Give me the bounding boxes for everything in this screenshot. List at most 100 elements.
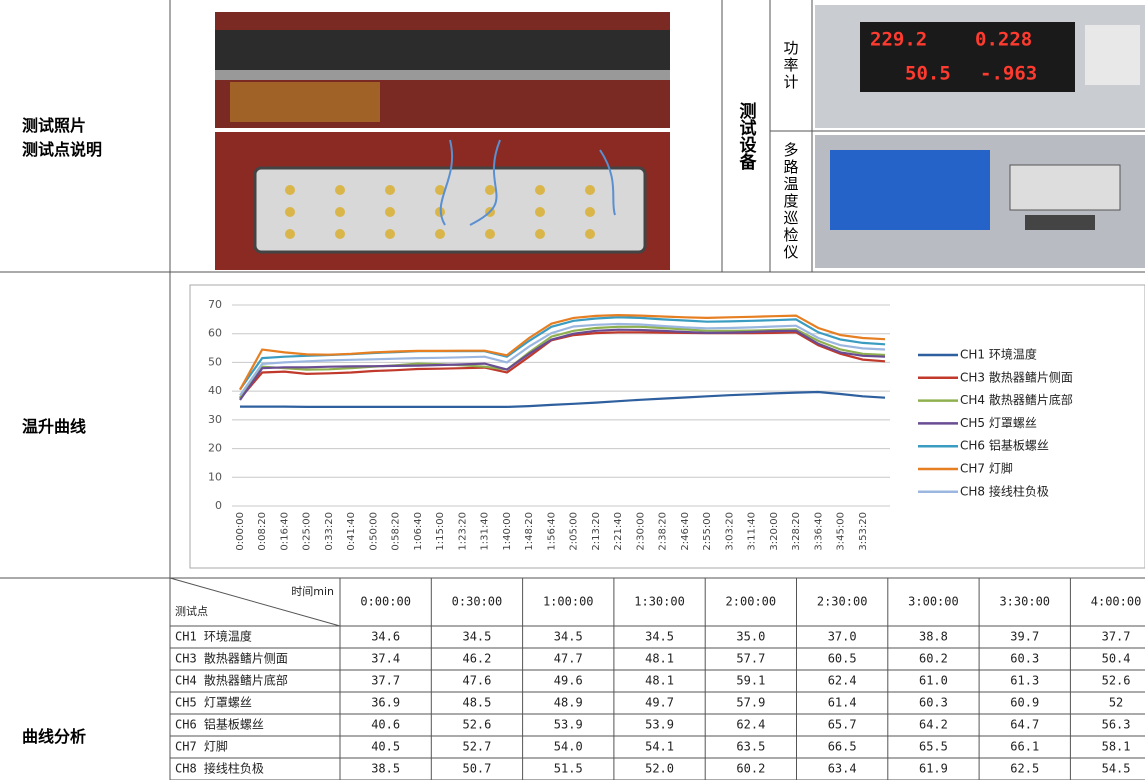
- chart-frame: [189, 284, 1145, 569]
- meter-reading: 229.2: [870, 29, 927, 51]
- x-tick-label: 1:40:00: [502, 512, 513, 551]
- cell-value: 48.1: [645, 674, 674, 688]
- row-label: CH7 灯脚: [175, 739, 228, 754]
- x-tick-label: 1:48:20: [524, 512, 535, 551]
- photo-strip: [215, 12, 670, 128]
- column-header: 1:00:00: [543, 595, 594, 609]
- x-tick-label: 2:21:40: [613, 512, 624, 551]
- column-header: 4:00:00: [1091, 595, 1142, 609]
- cell-value: 48.1: [645, 652, 674, 666]
- cell-value: 40.5: [371, 740, 400, 754]
- cell-value: 56.3: [1102, 718, 1131, 732]
- cell-value: 36.9: [371, 696, 400, 710]
- y-tick-label: 70: [208, 298, 222, 311]
- cell-value: 62.4: [736, 718, 765, 732]
- cell-value: 54.1: [645, 740, 674, 754]
- series-line: [239, 328, 886, 401]
- x-tick-label: 2:46:40: [680, 512, 691, 551]
- cell-value: 37.7: [1102, 630, 1131, 644]
- cell-value: 50.7: [462, 762, 491, 776]
- table-grid: [169, 577, 1145, 780]
- column-header: 2:00:00: [726, 595, 777, 609]
- cell-value: 57.7: [736, 652, 765, 666]
- legend-label: CH6 铝基板螺丝: [960, 438, 1049, 453]
- x-tick-label: 1:06:40: [413, 512, 424, 551]
- cell-value: 60.2: [919, 652, 948, 666]
- cell-value: 60.3: [1010, 652, 1039, 666]
- equipment-label: 测试设备: [735, 102, 756, 170]
- cell-value: 50.4: [1102, 652, 1131, 666]
- cell-value: 34.5: [462, 630, 491, 644]
- cell-value: 53.9: [554, 718, 583, 732]
- row-label: CH6 铝基板螺丝: [175, 717, 264, 732]
- label-line: 测试点说明: [22, 140, 103, 159]
- x-tick-label: 3:20:00: [769, 512, 780, 551]
- label-line: 测试照片: [22, 116, 87, 135]
- cell-value: 52.6: [1102, 674, 1131, 688]
- cell-value: 47.7: [554, 652, 583, 666]
- cell-value: 37.7: [371, 674, 400, 688]
- legend-label: CH8 接线柱负极: [960, 483, 1049, 498]
- x-tick-label: 0:16:40: [279, 512, 290, 551]
- corner-top: 时间min: [291, 585, 334, 598]
- x-tick-label: 1:23:20: [457, 512, 468, 551]
- series-line: [239, 331, 886, 400]
- cell-value: 48.5: [462, 696, 491, 710]
- column-header: 3:30:00: [999, 595, 1050, 609]
- cell-value: 64.2: [919, 718, 948, 732]
- y-tick-label: 20: [208, 442, 222, 455]
- cell-value: 34.6: [371, 630, 400, 644]
- cell-value: 52.6: [462, 718, 491, 732]
- x-tick-label: 0:00:00: [235, 512, 246, 551]
- column-header: 0:00:00: [360, 595, 411, 609]
- cell-value: 60.3: [919, 696, 948, 710]
- cell-value: 63.4: [828, 762, 857, 776]
- cell-value: 38.8: [919, 630, 948, 644]
- cell-value: 66.5: [828, 740, 857, 754]
- legend-label: CH3 散热器鳍片侧面: [960, 369, 1073, 384]
- x-tick-label: 2:55:00: [702, 512, 713, 551]
- cell-value: 61.0: [919, 674, 948, 688]
- corner-bottom: 测试点: [175, 605, 208, 618]
- series-line: [239, 313, 886, 391]
- cell-value: 37.0: [828, 630, 857, 644]
- column-header: 3:00:00: [908, 595, 959, 609]
- cell-value: 47.6: [462, 674, 491, 688]
- cell-value: 34.5: [645, 630, 674, 644]
- cell-value: 54.0: [554, 740, 583, 754]
- power-meter-photo: [815, 5, 1145, 128]
- x-tick-label: 3:28:20: [791, 512, 802, 551]
- row-label: CH5 灯罩螺丝: [175, 696, 252, 710]
- column-header: 1:30:00: [634, 595, 685, 609]
- cell-value: 57.9: [736, 696, 765, 710]
- cell-value: 37.4: [371, 652, 400, 666]
- cell-value: 61.9: [919, 762, 948, 776]
- legend-label: CH5 灯罩螺丝: [960, 416, 1037, 430]
- x-tick-label: 2:30:00: [635, 512, 646, 551]
- x-tick-label: 1:31:40: [480, 512, 491, 551]
- legend-label: CH7 灯脚: [960, 461, 1013, 476]
- cell-value: 46.2: [462, 652, 491, 666]
- cell-value: 59.1: [736, 674, 765, 688]
- cell-value: 58.1: [1102, 740, 1131, 754]
- y-tick-label: 30: [208, 413, 222, 426]
- x-tick-label: 0:58:20: [391, 512, 402, 551]
- y-tick-label: 40: [208, 384, 222, 397]
- x-tick-label: 3:53:20: [858, 512, 869, 551]
- cell-value: 49.7: [645, 696, 674, 710]
- y-tick-label: 10: [208, 470, 222, 483]
- cell-value: 53.9: [645, 718, 674, 732]
- series-line: [239, 322, 886, 397]
- photos-label: 测试照片 测试点说明: [0, 0, 170, 272]
- cell-value: 61.3: [1010, 674, 1039, 688]
- cell-value: 60.2: [736, 762, 765, 776]
- x-tick-label: 2:38:20: [658, 512, 669, 551]
- y-tick-label: 0: [215, 499, 222, 512]
- meter-reading: 0.228: [975, 29, 1032, 51]
- legend-label: CH4 散热器鳍片底部: [960, 392, 1073, 407]
- x-tick-label: 1:15:00: [435, 512, 446, 551]
- x-tick-label: 2:05:00: [569, 512, 580, 551]
- cell-value: 62.4: [828, 674, 857, 688]
- cell-value: 34.5: [554, 630, 583, 644]
